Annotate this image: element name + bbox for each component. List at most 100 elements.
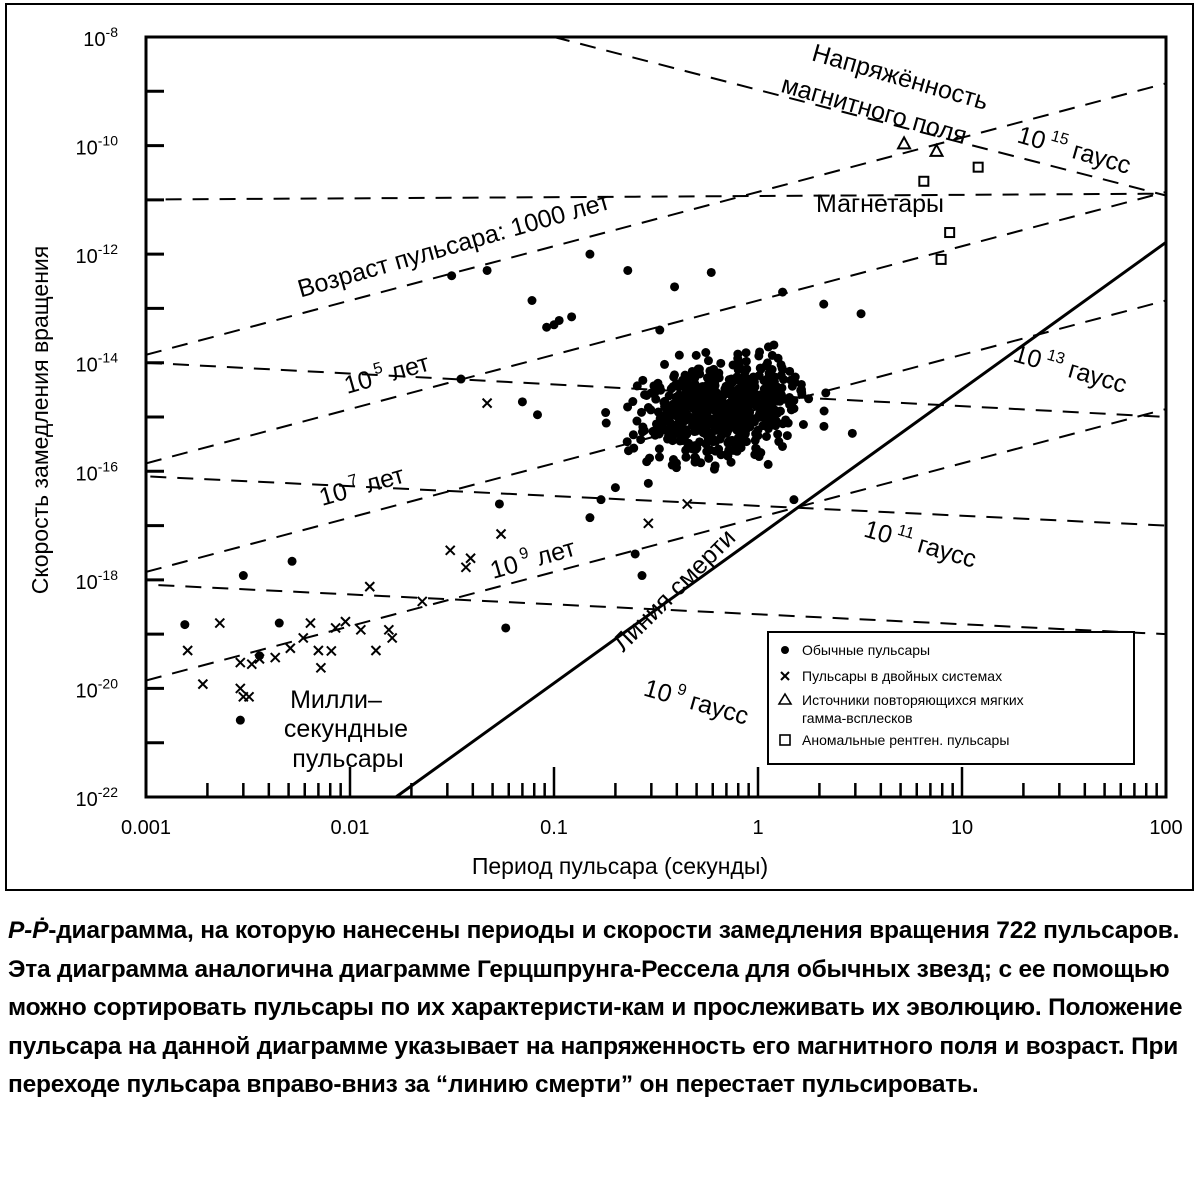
pulsar-dot [690, 427, 700, 437]
y-tick-label: 10-12 [76, 241, 119, 268]
pulsar-dot [682, 409, 692, 419]
pulsar-dot [527, 295, 537, 305]
chart-figure: 10-8 10-10 10-12 10-14 10-16 10-18 10-20 10-22 … [5, 3, 1194, 891]
pulsar-dot [699, 398, 709, 408]
pulsar-dot [819, 406, 829, 416]
pulsar-dot [690, 441, 700, 451]
pulsar-dot [742, 364, 752, 374]
death-line-label: Линия смерти [608, 524, 742, 658]
pulsar-dot [680, 395, 690, 405]
pulsar-dot [743, 408, 753, 418]
pulsar-dot [699, 419, 709, 429]
pulsar-dot [762, 358, 772, 368]
pulsar-dot [691, 350, 701, 360]
pulsar-dot [694, 367, 704, 377]
pulsar-dot [767, 365, 777, 375]
pulsar-dot [767, 350, 777, 360]
legend-label-2: гамма-всплесков [802, 710, 913, 726]
pulsar-dot [624, 446, 634, 456]
field-line-15 [553, 37, 1166, 197]
x-axis-title: Период пульсара (секунды) [472, 853, 768, 879]
legend-cross-icon [780, 671, 790, 681]
sgr-triangle [928, 142, 945, 157]
pulsar-dot [711, 412, 721, 422]
pulsar-dot [674, 350, 684, 360]
pulsar-dot [482, 265, 492, 275]
pulsar-dot [804, 394, 814, 404]
field-line [146, 192, 1166, 201]
binary-pulsar-cross [340, 616, 351, 627]
axp-square [944, 227, 956, 239]
pulsar-dot [819, 421, 829, 431]
pulsar-dot [819, 299, 829, 309]
pulsar-dot [671, 458, 681, 468]
pulsar-dot [774, 437, 784, 447]
pulsar-dot [180, 620, 190, 630]
figure-frame [5, 3, 1194, 891]
pulsar-dot [601, 408, 611, 418]
pulsar-dot [638, 422, 648, 432]
pulsar-dot [287, 556, 297, 566]
pulsar-dot [732, 442, 742, 452]
field-line [150, 475, 1166, 527]
pulsar-dot [697, 410, 707, 420]
pulsar-dot [781, 415, 791, 425]
reference-lines [146, 37, 1166, 797]
binary-pulsar-cross [465, 553, 476, 564]
pulsar-dot [754, 371, 764, 381]
binary-pulsar-cross [383, 624, 395, 636]
pulsar-dot [494, 499, 504, 509]
pulsar-dot [772, 382, 782, 392]
binary-pulsar-cross [417, 596, 428, 607]
sgr-triangle [896, 135, 912, 150]
pulsar-dot [670, 282, 680, 292]
msp-label-3: пульсары [292, 745, 403, 773]
magnetars-label: Магнетары [816, 190, 944, 218]
pulsar-dot [790, 377, 800, 387]
pulsar-dot [755, 363, 765, 373]
pulsar-dot [734, 357, 744, 367]
pulsar-dot [856, 309, 866, 319]
pulsar-dot [691, 418, 701, 428]
axp-square [918, 175, 930, 187]
y-tick-label: 10-16 [76, 458, 119, 485]
binary-pulsar-cross [298, 632, 309, 644]
field-label-11: 10 11 гаусс [861, 513, 980, 574]
pulsar-dot [708, 389, 718, 399]
age-label-1e5: 10 5 лет [340, 347, 433, 400]
pulsar-dot [775, 406, 785, 416]
pulsar-dot [743, 374, 753, 384]
pulsar-dot [664, 391, 674, 401]
msp-label-2: секундные [284, 715, 408, 743]
pulsar-dot [585, 249, 595, 259]
pulsar-dot [710, 461, 720, 471]
binary-pulsar-cross [495, 528, 507, 540]
y-tick-label: 10-22 [76, 784, 119, 811]
pulsar-dot [706, 267, 716, 277]
binary-pulsar-cross [364, 581, 375, 592]
pulsar-dot [761, 432, 771, 442]
pulsar-dot [542, 322, 552, 332]
pulsar-dot [567, 312, 577, 322]
binary-pulsar-cross [270, 652, 281, 663]
pulsar-dot [726, 404, 736, 414]
pulsar-dot [789, 495, 799, 505]
axp-square [972, 161, 984, 173]
pulsar-dot [238, 571, 248, 581]
pulsar-dot [636, 435, 646, 445]
binary-pulsar-cross [197, 678, 209, 690]
age-label-1e9: 10 9 лет [486, 532, 579, 585]
pulsar-dot [730, 413, 740, 423]
pulsar-dot [630, 549, 640, 559]
pulsar-dot [703, 356, 713, 366]
binary-pulsar-cross [445, 545, 456, 556]
legend-square-icon [779, 734, 791, 746]
pulsar-dot [653, 407, 663, 417]
binary-pulsar-cross [643, 518, 654, 529]
pulsar-dot [738, 430, 748, 440]
binary-pulsar-cross [235, 657, 246, 668]
pulsar-dot [668, 399, 678, 409]
pulsar-dot [734, 419, 744, 429]
pulsar-dot [773, 429, 783, 439]
pulsar-dot [716, 358, 726, 368]
